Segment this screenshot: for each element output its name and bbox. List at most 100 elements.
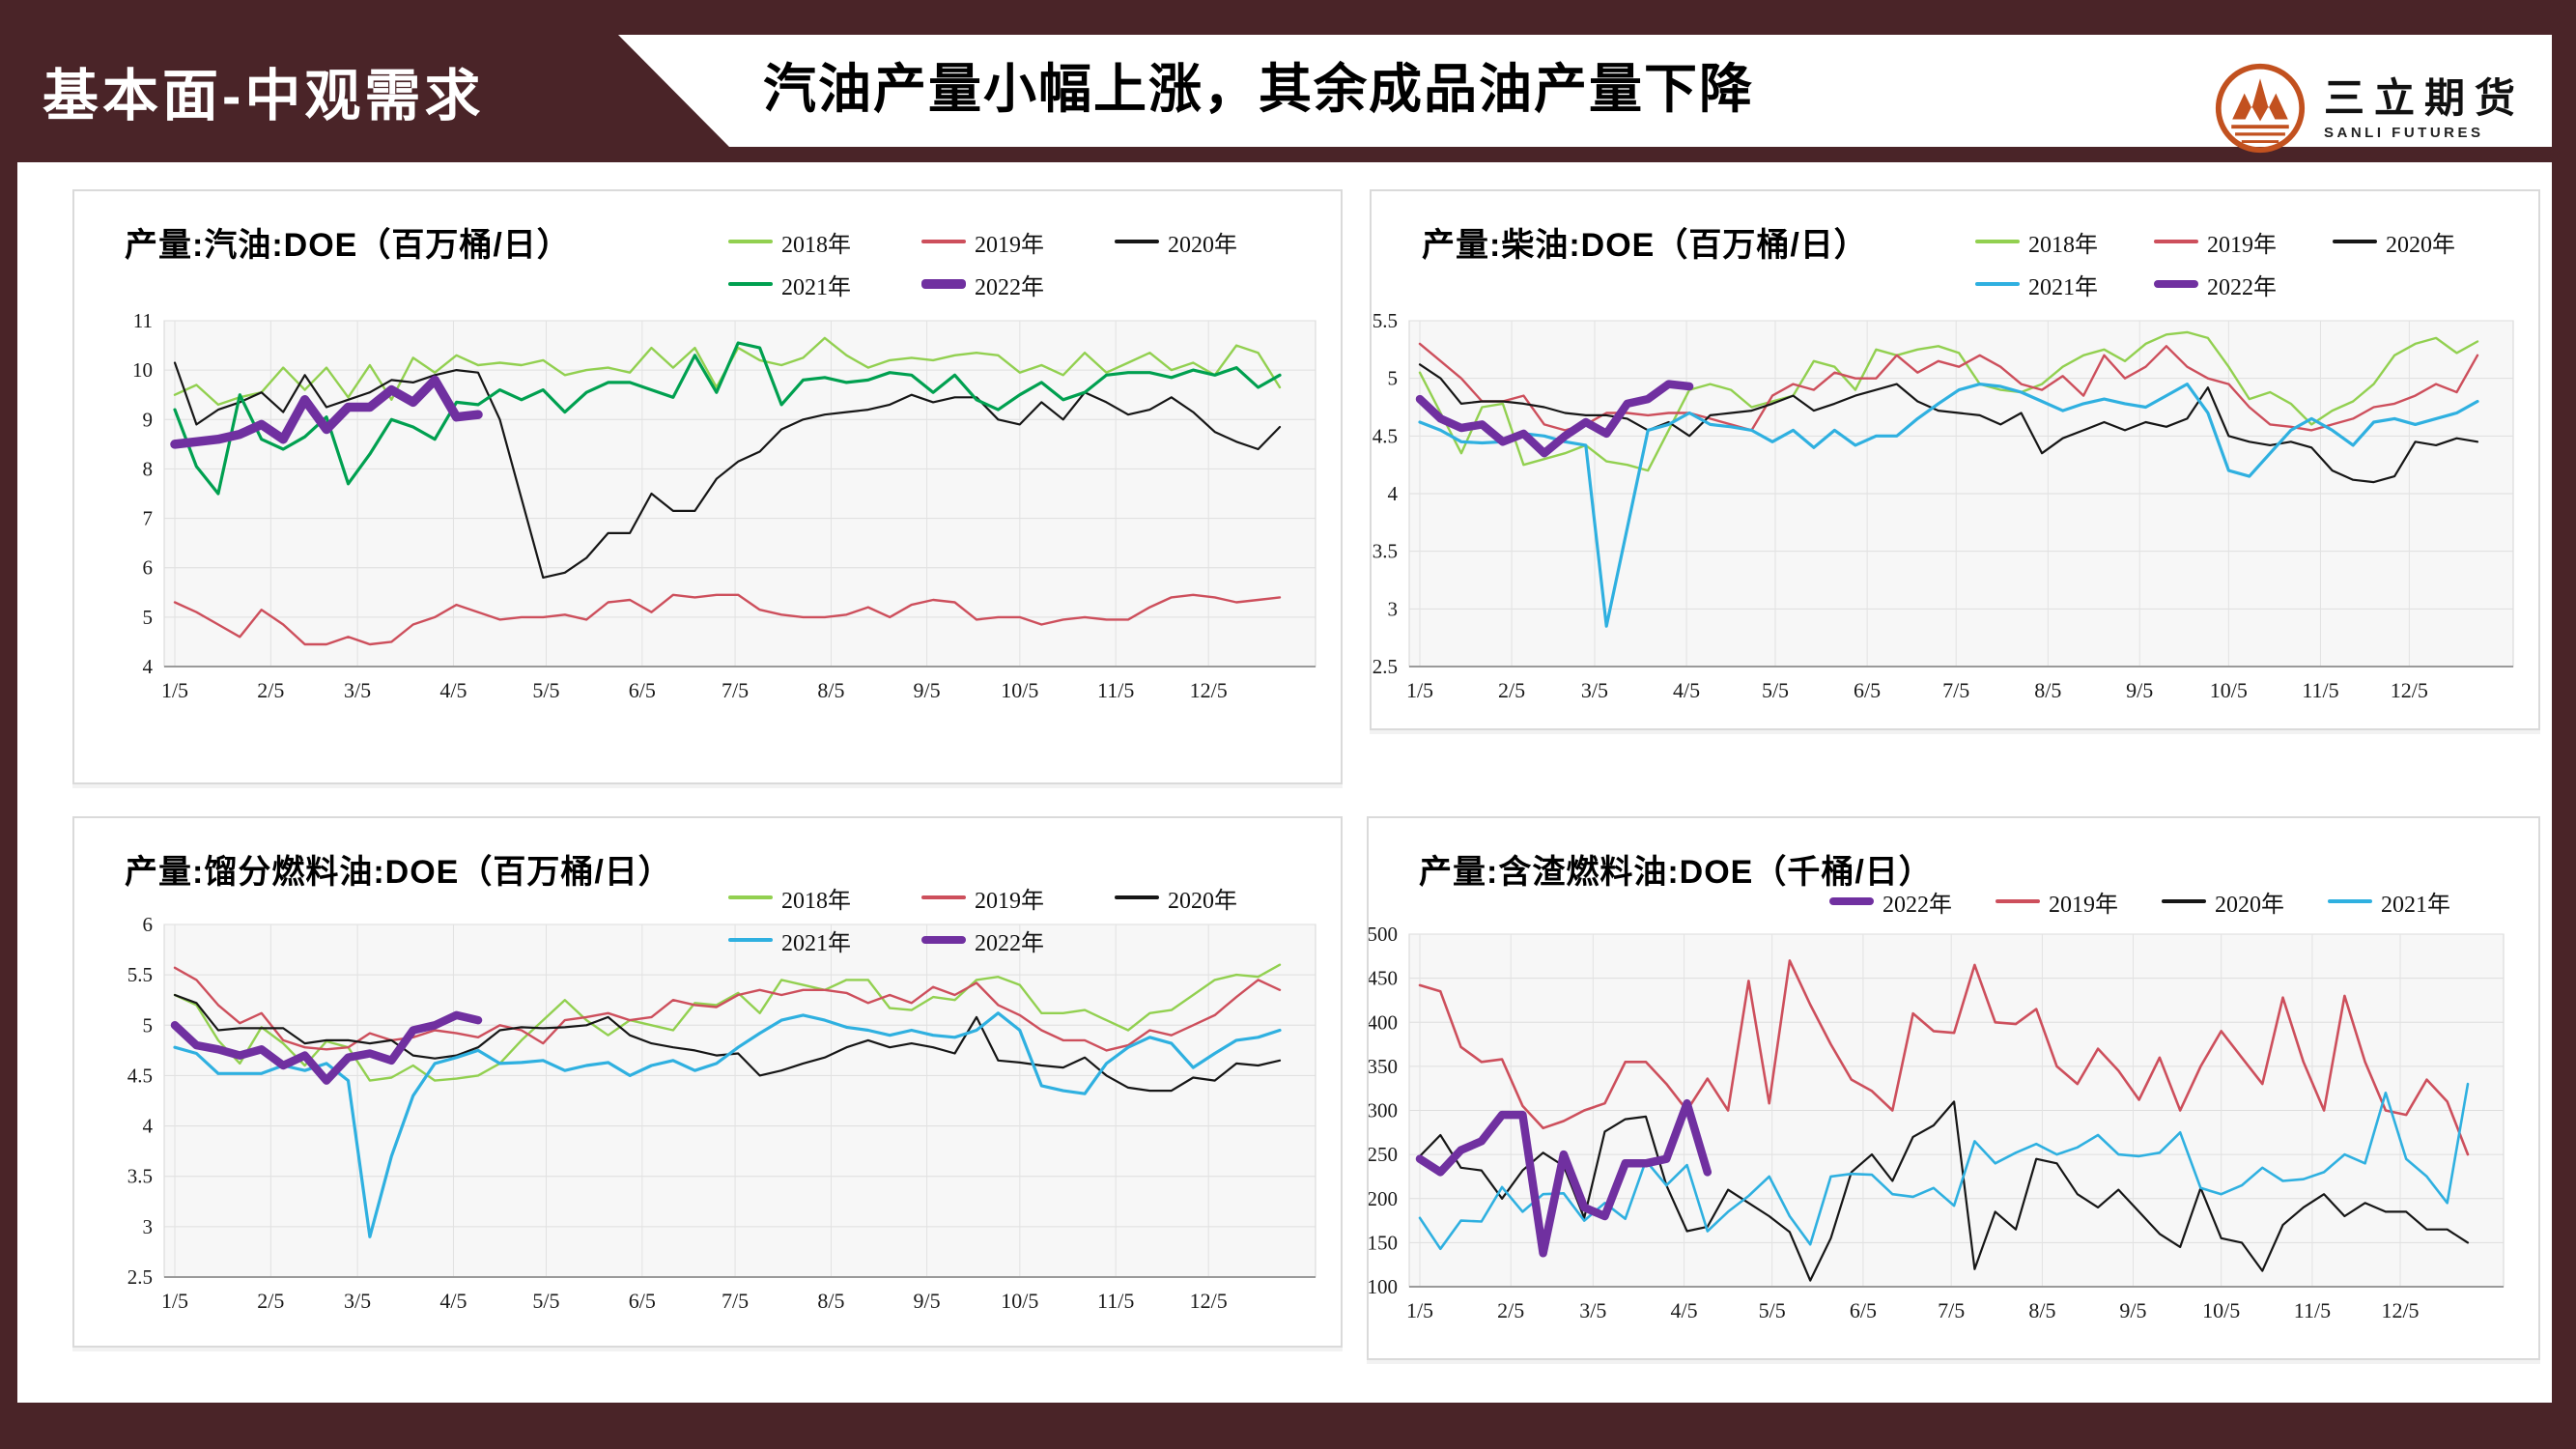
svg-text:8: 8 xyxy=(143,457,154,480)
legend-item: 2022年 xyxy=(921,923,1115,957)
svg-text:9/5: 9/5 xyxy=(914,678,941,702)
legend-label: 2021年 xyxy=(2028,274,2098,300)
svg-text:6/5: 6/5 xyxy=(1854,678,1881,702)
legend-label: 2019年 xyxy=(975,888,1044,914)
svg-text:6: 6 xyxy=(143,913,154,936)
svg-text:12/5: 12/5 xyxy=(2391,678,2428,702)
logo-name-en: SANLI FUTURES xyxy=(2324,124,2484,141)
legend-swatch-icon xyxy=(1996,899,2040,903)
svg-text:3.5: 3.5 xyxy=(127,1165,153,1188)
svg-text:5/5: 5/5 xyxy=(1759,1298,1786,1322)
legend-swatch-icon xyxy=(1115,895,1159,899)
frame-left xyxy=(0,0,17,1449)
legend-label: 2019年 xyxy=(975,232,1044,258)
legend-swatch-icon xyxy=(728,282,773,286)
legend-distillate: 2018年 2019年 2020年 2021年 2022年 xyxy=(728,876,1308,961)
line-chart-gasoline: 4 5 6 7 8 9 10 11 1/5 2/5 3/5 4/5 5/5 6/5 7/5 8/5 9/5 10/… xyxy=(74,191,1341,782)
legend-item: 2019年 xyxy=(921,225,1115,259)
legend-label: 2022年 xyxy=(2207,274,2277,300)
svg-text:9/5: 9/5 xyxy=(2119,1298,2146,1322)
svg-text:1/5: 1/5 xyxy=(161,1289,188,1313)
svg-text:8/5: 8/5 xyxy=(2028,1298,2055,1322)
legend-swatch-icon xyxy=(2328,899,2372,903)
svg-text:2/5: 2/5 xyxy=(1497,1298,1524,1322)
logo-text: 三立期货 SANLI FUTURES xyxy=(2324,74,2526,141)
svg-text:10/5: 10/5 xyxy=(1001,1289,1038,1313)
svg-text:500: 500 xyxy=(1369,923,1398,946)
svg-text:7/5: 7/5 xyxy=(1942,678,1969,702)
legend-swatch-icon xyxy=(921,279,966,289)
legend-swatch-icon xyxy=(2154,279,2198,289)
svg-text:12/5: 12/5 xyxy=(2381,1298,2419,1322)
legend-label: 2020年 xyxy=(2215,892,2284,918)
legend-swatch-icon xyxy=(921,935,966,945)
svg-text:4/5: 4/5 xyxy=(439,678,467,702)
legend-label: 2021年 xyxy=(781,274,851,300)
svg-text:150: 150 xyxy=(1369,1231,1398,1254)
legend-label: 2022年 xyxy=(975,930,1044,956)
legend-swatch-icon xyxy=(728,938,773,942)
logo-name-cn: 三立期货 xyxy=(2324,74,2526,121)
legend-item: 2021年 xyxy=(2328,885,2494,919)
svg-text:10/5: 10/5 xyxy=(1001,678,1038,702)
svg-text:350: 350 xyxy=(1369,1055,1398,1078)
legend-label: 2020年 xyxy=(2386,232,2455,258)
legend-label: 2019年 xyxy=(2207,232,2277,258)
legend-swatch-icon xyxy=(1975,240,2020,243)
svg-text:11/5: 11/5 xyxy=(1097,1289,1134,1313)
legend-item: 2018年 xyxy=(728,881,921,915)
svg-text:5/5: 5/5 xyxy=(532,678,559,702)
legend-label: 2018年 xyxy=(781,232,851,258)
legend-diesel: 2018年 2019年 2020年 2021年 2022年 xyxy=(1975,220,2511,305)
legend-item: 2022年 xyxy=(921,268,1115,301)
legend-item: 2020年 xyxy=(2333,225,2511,259)
svg-text:11/5: 11/5 xyxy=(2294,1298,2331,1322)
legend-label: 2020年 xyxy=(1168,232,1237,258)
svg-text:4/5: 4/5 xyxy=(1673,678,1700,702)
svg-text:6/5: 6/5 xyxy=(629,678,656,702)
legend-row: 2022年 2019年 2020年 2021年 xyxy=(1829,880,2494,923)
legend-item: 2020年 xyxy=(1115,225,1308,259)
chart-title-residual: 产量:含渣燃料油:DOE（千桶/日） xyxy=(1419,854,1933,891)
page-title: 汽油产量小幅上涨，其余成品油产量下降 xyxy=(763,59,1755,119)
svg-text:400: 400 xyxy=(1369,1010,1398,1034)
svg-text:5.5: 5.5 xyxy=(127,963,153,986)
legend-item: 2021年 xyxy=(1975,268,2154,301)
svg-text:7/5: 7/5 xyxy=(1938,1298,1965,1322)
legend-label: 2022年 xyxy=(1882,892,1952,918)
svg-text:6: 6 xyxy=(143,556,154,580)
svg-text:4.5: 4.5 xyxy=(1373,424,1398,447)
svg-text:11/5: 11/5 xyxy=(2302,678,2338,702)
svg-text:5.5: 5.5 xyxy=(1373,309,1398,332)
chart-card-distillate: 产量:馏分燃料油:DOE（百万桶/日） 2018年 2019年 2020年 2021年… xyxy=(72,816,1343,1348)
legend-row: 2018年 2019年 2020年 xyxy=(1975,220,2511,263)
legend-item: 2021年 xyxy=(728,268,921,301)
svg-text:2.5: 2.5 xyxy=(127,1265,153,1289)
svg-text:8/5: 8/5 xyxy=(817,1289,844,1313)
svg-text:1/5: 1/5 xyxy=(1406,1298,1433,1322)
svg-text:11: 11 xyxy=(133,309,153,332)
chart-card-residual: 产量:含渣燃料油:DOE（千桶/日） 2022年 2019年 2020年 2021年 … xyxy=(1367,816,2540,1360)
legend-swatch-icon xyxy=(921,240,966,243)
legend-label: 2018年 xyxy=(781,888,851,914)
svg-text:100: 100 xyxy=(1369,1275,1398,1298)
svg-text:2.5: 2.5 xyxy=(1373,655,1398,678)
legend-item: 2020年 xyxy=(2162,885,2328,919)
sanli-logo-icon xyxy=(2215,63,2306,154)
legend-swatch-icon xyxy=(728,240,773,243)
svg-text:9/5: 9/5 xyxy=(2126,678,2153,702)
legend-residual: 2022年 2019年 2020年 2021年 xyxy=(1829,880,2494,923)
legend-swatch-icon xyxy=(2162,899,2206,903)
chart-card-diesel: 产量:柴油:DOE（百万桶/日） 2018年 2019年 2020年 2021年 202… xyxy=(1370,189,2540,730)
svg-text:4: 4 xyxy=(143,1115,154,1138)
svg-text:1/5: 1/5 xyxy=(161,678,188,702)
svg-text:4/5: 4/5 xyxy=(439,1289,467,1313)
svg-text:12/5: 12/5 xyxy=(1190,1289,1228,1313)
legend-label: 2018年 xyxy=(2028,232,2098,258)
svg-text:3.5: 3.5 xyxy=(1373,540,1398,563)
svg-text:250: 250 xyxy=(1369,1143,1398,1166)
svg-text:7/5: 7/5 xyxy=(722,1289,749,1313)
legend-item: 2019年 xyxy=(1996,885,2162,919)
svg-text:5: 5 xyxy=(1388,367,1399,390)
svg-text:2/5: 2/5 xyxy=(1498,678,1525,702)
